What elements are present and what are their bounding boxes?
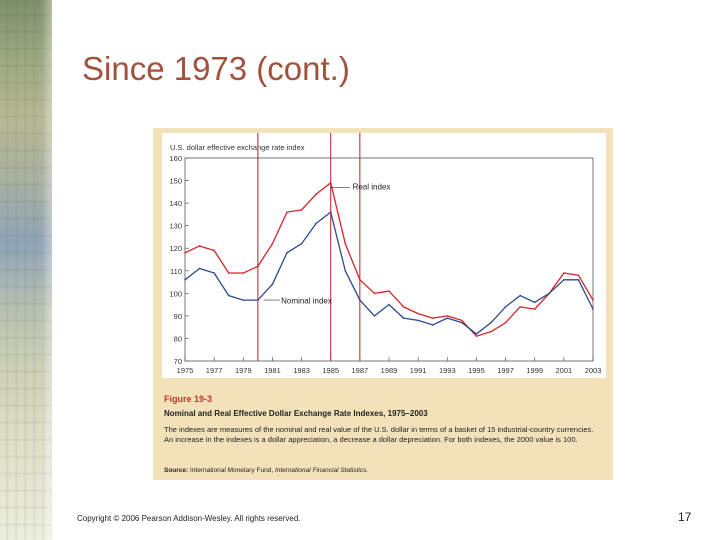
figure-label: Figure 19-3 — [164, 394, 213, 404]
side-strip-fade — [40, 0, 70, 540]
slide-title: Since 1973 (cont.) — [82, 50, 350, 87]
plot-area-background — [162, 133, 606, 378]
source-label: Source: — [164, 467, 189, 474]
figure-source: Source: International Monetary Fund, Int… — [164, 467, 368, 474]
figure-heading: Nominal and Real Effective Dollar Exchan… — [164, 409, 428, 418]
source-publication: International Financial Statistics. — [274, 467, 369, 474]
page-number: 17 — [678, 510, 692, 524]
figure-caption: The indexes are measures of the nominal … — [164, 425, 594, 444]
source-text: International Monetary Fund, — [190, 467, 274, 474]
copyright-footer: Copyright © 2006 Pearson Addison-Wesley.… — [77, 514, 301, 523]
